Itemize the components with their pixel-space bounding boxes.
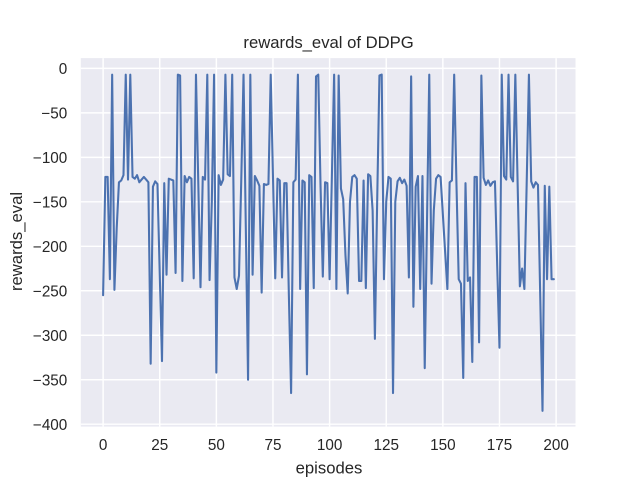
svg-text:−150: −150 [33, 194, 67, 211]
svg-text:125: 125 [373, 437, 398, 454]
svg-text:episodes: episodes [296, 459, 363, 478]
svg-text:0: 0 [59, 61, 68, 78]
svg-text:−350: −350 [33, 372, 67, 389]
svg-text:−300: −300 [33, 328, 67, 345]
svg-text:0: 0 [99, 437, 108, 454]
svg-text:25: 25 [151, 437, 168, 454]
svg-text:−400: −400 [33, 417, 67, 434]
svg-text:−100: −100 [33, 150, 67, 167]
svg-text:150: 150 [430, 437, 455, 454]
svg-text:rewards_eval: rewards_eval [7, 192, 26, 291]
svg-text:−50: −50 [41, 105, 67, 122]
svg-text:100: 100 [317, 437, 342, 454]
svg-text:rewards_eval of DDPG: rewards_eval of DDPG [243, 33, 413, 52]
svg-text:−200: −200 [33, 239, 67, 256]
svg-text:50: 50 [208, 437, 225, 454]
svg-text:−250: −250 [33, 283, 67, 300]
svg-text:175: 175 [487, 437, 512, 454]
svg-text:75: 75 [264, 437, 281, 454]
svg-text:200: 200 [543, 437, 568, 454]
